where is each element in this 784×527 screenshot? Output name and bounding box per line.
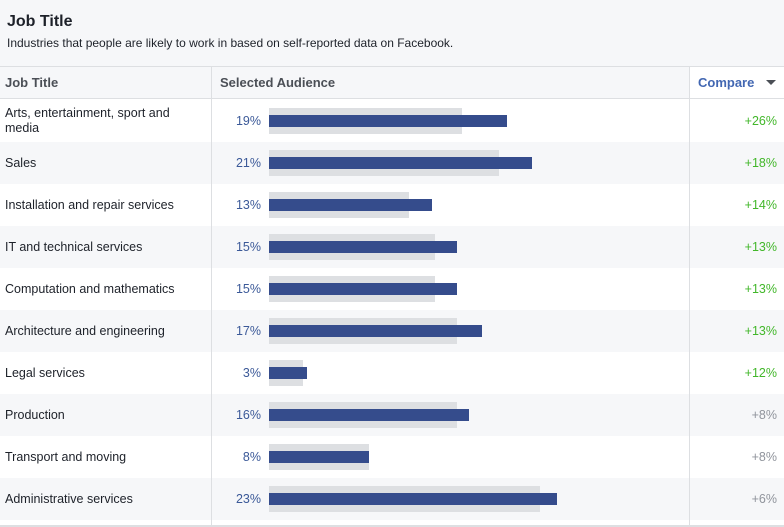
job-title-label: Legal services	[5, 365, 85, 380]
audience-percent: 23%	[235, 492, 261, 506]
job-title-label: Architecture and engineering	[5, 323, 165, 338]
table-row: Installation and repair services 13% +14%	[0, 184, 784, 226]
compare-cell	[690, 268, 784, 310]
audience-percent: 8%	[242, 450, 261, 464]
compare-value: +26%	[744, 114, 777, 128]
audience-percent: 17%	[235, 324, 261, 338]
audience-bar	[269, 325, 482, 337]
audience-bar	[269, 493, 557, 505]
job-title-label: Sales	[5, 155, 37, 170]
audience-bar	[269, 199, 432, 211]
job-title-label: Production	[5, 407, 65, 422]
panel-title: Job Title	[7, 13, 73, 30]
job-title-label: Transport and moving	[5, 449, 127, 464]
table-row: Legal services 3% +12%	[0, 352, 784, 394]
compare-cell	[690, 184, 784, 226]
table-row: Transport and moving 8% +8%	[0, 436, 784, 478]
compare-cell	[690, 352, 784, 394]
audience-percent: 15%	[235, 240, 261, 254]
compare-label: Compare	[698, 75, 755, 90]
compare-value: +14%	[744, 198, 777, 212]
audience-bar	[269, 241, 457, 253]
caret-down-icon	[766, 80, 776, 85]
compare-cell	[690, 226, 784, 268]
table-row: Architecture and engineering 17% +13%	[0, 310, 784, 352]
table-row: Arts, entertainment, sport and media 19% +…	[0, 100, 784, 142]
audience-percent: 15%	[235, 282, 261, 296]
compare-value: +8%	[751, 450, 777, 464]
compare-value: +8%	[751, 408, 777, 422]
job-title-label: Arts, entertainment, sport and media	[5, 106, 170, 135]
table-row: IT and technical services 15% +13%	[0, 226, 784, 268]
audience-bar	[269, 115, 507, 127]
job-title-label: Administrative services	[5, 491, 133, 506]
column-header-selected-audience: Selected Audience	[220, 75, 336, 90]
audience-percent: 16%	[235, 408, 261, 422]
panel-subtitle: Industries that people are likely to wor…	[7, 36, 454, 50]
table-row: Production 16% +8%	[0, 394, 784, 436]
compare-cell	[690, 310, 784, 352]
audience-bar	[269, 283, 457, 295]
compare-cell	[690, 142, 784, 184]
audience-percent: 13%	[235, 198, 261, 212]
compare-cell	[690, 394, 784, 436]
table-bottom-border	[0, 525, 784, 527]
audience-percent: 3%	[242, 366, 261, 380]
audience-bar	[269, 367, 307, 379]
table-row: Computation and mathematics 15% +13%	[0, 268, 784, 310]
compare-cell	[690, 100, 784, 142]
job-title-label: Computation and mathematics	[5, 281, 175, 296]
table-header: Job Title Selected Audience Compare	[0, 66, 784, 99]
table-row: Sales 21% +18%	[0, 142, 784, 184]
column-header-job-title: Job Title	[5, 75, 59, 90]
audience-bar	[269, 409, 469, 421]
column-divider	[689, 66, 690, 527]
audience-bar	[269, 451, 369, 463]
audience-percent: 19%	[235, 114, 261, 128]
compare-value: +13%	[744, 324, 777, 338]
compare-cell	[690, 436, 784, 478]
compare-value: +12%	[744, 366, 777, 380]
audience-bar	[269, 157, 532, 169]
compare-dropdown[interactable]: Compare	[689, 67, 784, 98]
compare-value: +13%	[744, 282, 777, 296]
compare-value: +18%	[744, 156, 777, 170]
audience-percent: 21%	[235, 156, 261, 170]
job-title-label: Installation and repair services	[5, 197, 174, 212]
compare-value: +13%	[744, 240, 777, 254]
column-divider	[211, 66, 212, 527]
job-title-label: IT and technical services	[5, 239, 143, 254]
compare-value: +6%	[751, 492, 777, 506]
compare-cell	[690, 478, 784, 520]
panel-header: Job Title Industries that people are lik…	[0, 0, 784, 66]
table-row: Administrative services 23% +6%	[0, 478, 784, 520]
